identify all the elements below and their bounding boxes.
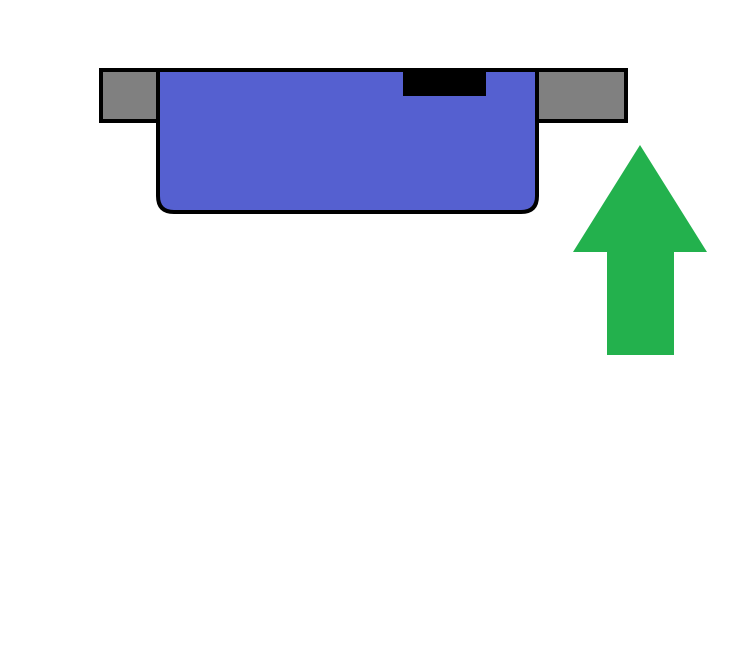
left-bracket bbox=[99, 68, 165, 123]
tray-body bbox=[156, 68, 539, 214]
top-notch bbox=[403, 70, 486, 96]
up-arrow bbox=[573, 145, 707, 355]
right-bracket bbox=[531, 68, 628, 123]
